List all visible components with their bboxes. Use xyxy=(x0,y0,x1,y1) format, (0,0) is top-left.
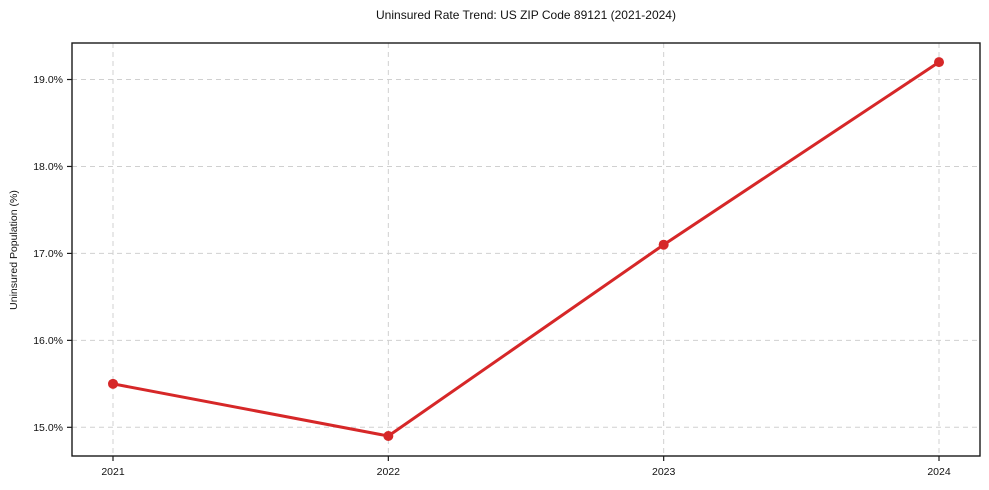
x-tick-label: 2022 xyxy=(377,466,401,478)
y-tick-label: 18.0% xyxy=(33,161,63,173)
y-tick-label: 16.0% xyxy=(33,335,63,347)
data-point-marker xyxy=(108,378,118,389)
y-tick-label: 17.0% xyxy=(33,248,63,260)
y-tick-label: 15.0% xyxy=(33,422,63,434)
trend-line xyxy=(111,60,941,438)
x-tick-label: 2021 xyxy=(101,466,125,478)
data-point-marker xyxy=(934,57,944,68)
data-point-marker xyxy=(658,239,669,250)
y-tick-label: 19.0% xyxy=(33,74,63,86)
x-tick-label: 2024 xyxy=(927,466,951,478)
chart-title: Uninsured Rate Trend: US ZIP Code 89121 … xyxy=(376,8,676,22)
x-tick-label: 2023 xyxy=(652,466,676,478)
data-point-marker xyxy=(383,431,394,442)
plot-frame xyxy=(71,42,981,457)
